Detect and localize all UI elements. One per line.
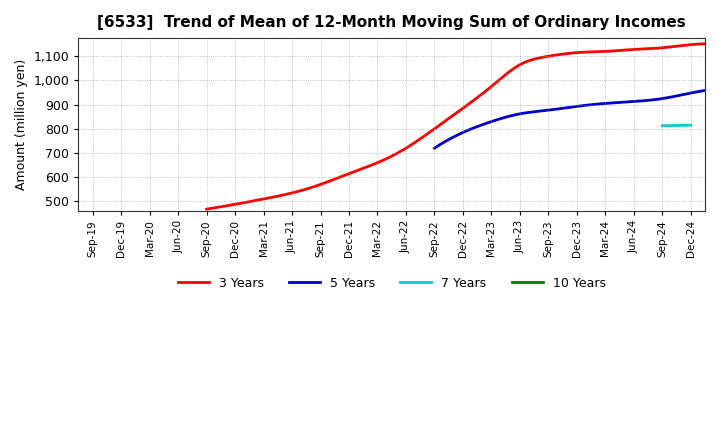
Title: [6533]  Trend of Mean of 12-Month Moving Sum of Ordinary Incomes: [6533] Trend of Mean of 12-Month Moving … (97, 15, 686, 30)
Y-axis label: Amount (million yen): Amount (million yen) (15, 59, 28, 190)
Legend: 3 Years, 5 Years, 7 Years, 10 Years: 3 Years, 5 Years, 7 Years, 10 Years (173, 272, 611, 295)
